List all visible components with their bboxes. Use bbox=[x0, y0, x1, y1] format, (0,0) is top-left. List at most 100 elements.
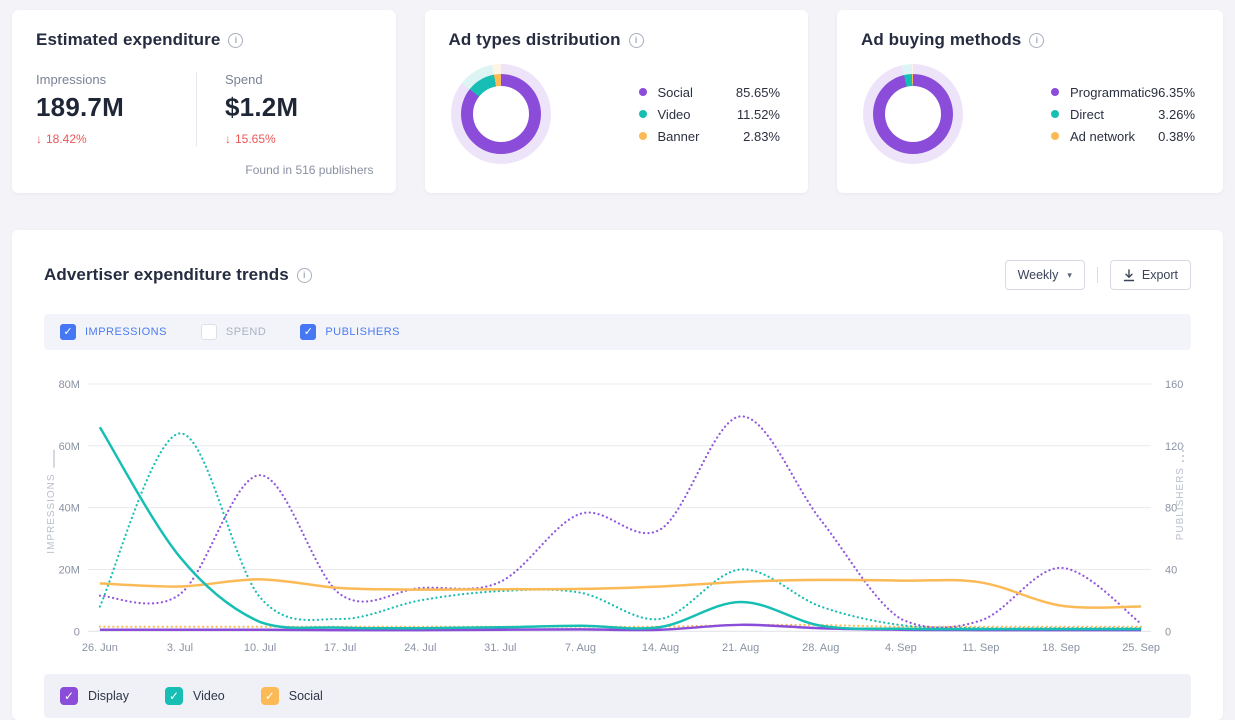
series-video-publishers[interactable] bbox=[98, 432, 1143, 630]
series-toggle[interactable]: ✓ Social bbox=[260, 687, 323, 706]
legend-value: 96.35% bbox=[1150, 84, 1196, 100]
left-axis-tick: 80M bbox=[59, 379, 80, 391]
x-axis-label: 31. Jul bbox=[484, 642, 516, 654]
impressions-metric: Impressions 189.7M ↓ 18.42% bbox=[36, 72, 196, 146]
ad-buying-donut-chart[interactable] bbox=[863, 64, 963, 164]
export-button[interactable]: Export bbox=[1109, 260, 1191, 290]
x-axis-label: 17. Jul bbox=[324, 642, 356, 654]
right-axis-tick: 120 bbox=[1165, 441, 1183, 453]
checkbox-icon[interactable]: ✓ bbox=[260, 687, 279, 706]
summary-cards-row: Estimated expenditure i Impressions 189.… bbox=[12, 10, 1224, 193]
x-axis-label: 21. Aug bbox=[722, 642, 759, 654]
donut-hole bbox=[885, 86, 941, 142]
x-axis-label: 28. Aug bbox=[802, 642, 839, 654]
metric-change: ↓ 18.42% bbox=[36, 132, 87, 146]
left-axis-tick: 40M bbox=[59, 503, 80, 515]
card-title: Ad buying methods bbox=[861, 30, 1022, 49]
legend-label: Video bbox=[657, 106, 691, 122]
metric-toggle[interactable]: ✓ IMPRESSIONS bbox=[60, 324, 167, 340]
legend-dot-icon bbox=[638, 132, 647, 140]
x-axis-label: 24. Jul bbox=[404, 642, 436, 654]
legend-dot-icon bbox=[638, 110, 647, 118]
metric-label: Spend bbox=[225, 72, 263, 87]
grid: 80M 160 60M 120 40M 80 20M 40 0 0 bbox=[59, 379, 1184, 638]
left-axis-title: IMPRESSIONS bbox=[46, 473, 57, 553]
checkbox-icon[interactable]: ✓ bbox=[165, 687, 183, 706]
legend-value: 11.52% bbox=[736, 106, 780, 122]
series-toggle-label: Video bbox=[193, 689, 225, 704]
x-axis-label: 14. Aug bbox=[642, 642, 679, 654]
series-toggle-label: Display bbox=[88, 689, 129, 704]
checkbox-icon[interactable]: ✓ bbox=[200, 324, 217, 340]
legend-item: Video 11.52% bbox=[638, 106, 780, 122]
series-display-publishers[interactable] bbox=[98, 415, 1143, 629]
card-title: Ad types distribution bbox=[448, 30, 621, 49]
legend-item: Ad network 0.38% bbox=[1051, 129, 1195, 144]
x-axis-label: 11. Sep bbox=[962, 642, 999, 654]
series-video-impressions[interactable] bbox=[98, 426, 1142, 631]
legend-label: Ad network bbox=[1070, 128, 1136, 144]
estimated-expenditure-card: Estimated expenditure i Impressions 189.… bbox=[12, 10, 396, 193]
arrow-down-icon: ↓ bbox=[36, 132, 42, 146]
legend-label: Social bbox=[657, 84, 693, 100]
x-axis-label: 3. Jul bbox=[167, 642, 193, 654]
metric-label: Impressions bbox=[36, 72, 107, 87]
spend-metric: Spend $1.2M ↓ 15.65% bbox=[196, 72, 346, 146]
expenditure-trends-card: Advertiser expenditure trends i Weekly ▾… bbox=[12, 230, 1223, 720]
ad-types-card: Ad types distribution i Social 85.65% Vi… bbox=[424, 10, 808, 193]
ad-buying-card: Ad buying methods i Programmatic 96.35% … bbox=[837, 10, 1224, 193]
metric-toggle[interactable]: ✓ PUBLISHERS bbox=[300, 324, 400, 340]
card-title: Advertiser expenditure trends bbox=[44, 265, 289, 284]
legend-item: Social 85.65% bbox=[638, 84, 780, 100]
chevron-down-icon: ▾ bbox=[1067, 269, 1072, 280]
legend-value: 0.38% bbox=[1158, 128, 1196, 144]
metric-toggle-label: IMPRESSIONS bbox=[85, 326, 167, 338]
right-axis-tick: 0 bbox=[1165, 626, 1171, 638]
legend-dot-icon bbox=[1051, 88, 1059, 96]
series-toggle[interactable]: ✓ Display bbox=[60, 687, 129, 706]
right-axis-tick: 80 bbox=[1165, 503, 1177, 515]
legend-item: Programmatic 96.35% bbox=[1051, 85, 1195, 100]
metric-change: ↓ 15.65% bbox=[225, 132, 276, 146]
legend-item: Banner 2.83% bbox=[638, 128, 780, 144]
checkbox-icon[interactable]: ✓ bbox=[60, 324, 76, 340]
series-toggle[interactable]: ✓ Video bbox=[165, 687, 225, 706]
series-social-impressions[interactable] bbox=[99, 578, 1142, 609]
arrow-down-icon: ↓ bbox=[225, 132, 231, 146]
info-icon[interactable]: i bbox=[1029, 32, 1045, 48]
x-axis-label: 7. Aug bbox=[565, 642, 596, 654]
legend-label: Direct bbox=[1070, 106, 1104, 122]
x-axis-label: 4. Sep bbox=[885, 642, 917, 654]
donut-hole bbox=[472, 86, 529, 142]
x-axis-label: 10. Jul bbox=[244, 642, 276, 654]
legend-dot-icon bbox=[1051, 132, 1059, 140]
legend-value: 3.26% bbox=[1158, 106, 1196, 122]
left-axis-tick: 0 bbox=[74, 626, 80, 638]
info-icon[interactable]: i bbox=[228, 32, 244, 48]
divider bbox=[1096, 267, 1098, 283]
info-icon[interactable]: i bbox=[628, 32, 644, 48]
checkbox-icon[interactable]: ✓ bbox=[60, 687, 78, 706]
left-axis-tick: 60M bbox=[59, 441, 80, 453]
legend-value: 2.83% bbox=[743, 128, 780, 144]
period-select[interactable]: Weekly ▾ bbox=[1004, 260, 1085, 290]
legend-label: Programmatic bbox=[1070, 84, 1151, 100]
ad-types-donut-chart[interactable] bbox=[450, 64, 551, 164]
right-axis-tick: 160 bbox=[1165, 379, 1183, 391]
checkbox-icon[interactable]: ✓ bbox=[300, 324, 317, 340]
left-axis-tick: 20M bbox=[59, 564, 80, 576]
metric-value: 189.7M bbox=[36, 92, 124, 122]
card-title: Estimated expenditure bbox=[36, 30, 221, 49]
info-icon[interactable]: i bbox=[296, 267, 312, 283]
legend-dot-icon bbox=[638, 88, 647, 96]
donut-legend: Social 85.65% Video 11.52% Banner 2.83% bbox=[638, 84, 780, 144]
series-toggle-bar: ✓ Display ✓ Video ✓ Social bbox=[44, 674, 1191, 719]
legend-label: Banner bbox=[657, 128, 700, 144]
x-axis-label: 18. Sep bbox=[1042, 642, 1080, 654]
legend-item: Direct 3.26% bbox=[1051, 107, 1195, 122]
legend-value: 85.65% bbox=[735, 84, 780, 100]
right-axis-tick: 40 bbox=[1165, 564, 1177, 576]
right-axis-title: PUBLISHERS bbox=[1175, 467, 1186, 540]
metric-toggle[interactable]: ✓ SPEND bbox=[200, 324, 266, 340]
